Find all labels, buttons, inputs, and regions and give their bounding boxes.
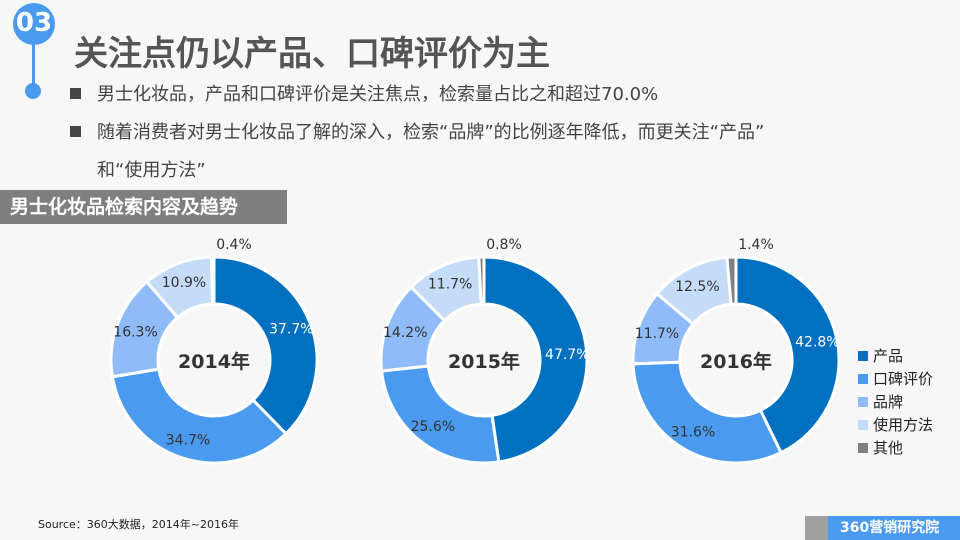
donut-segment-产品 xyxy=(212,255,319,436)
legend-label: 其他 xyxy=(873,439,904,457)
legend-swatch xyxy=(858,373,868,384)
source-note: Source：360大数据，2014年~2016年 xyxy=(38,518,239,531)
donut-segment-口碑评价 xyxy=(379,364,501,465)
legend-item: 品牌 xyxy=(858,390,933,413)
legend-swatch xyxy=(858,419,868,430)
donut-segment-口碑评价 xyxy=(110,367,289,465)
section-number-badge: 03 xyxy=(13,3,55,45)
bullet-text: 和“使用方法” xyxy=(97,160,206,181)
legend-swatch xyxy=(858,350,868,361)
bullet-square-icon xyxy=(70,88,81,99)
data-label: 14.2% xyxy=(383,325,427,341)
legend-item: 其他 xyxy=(858,436,933,459)
data-label: 37.7% xyxy=(269,322,313,338)
data-label: 0.8% xyxy=(486,237,522,253)
legend-label: 使用方法 xyxy=(873,416,934,434)
bullet-square-icon xyxy=(70,126,81,137)
legend: 产品口碑评价品牌使用方法其他 xyxy=(858,344,933,459)
section-title: 男士化妆品检索内容及趋势 xyxy=(0,190,287,224)
legend-swatch xyxy=(858,442,868,453)
donut-segment-产品 xyxy=(482,255,589,464)
data-label: 34.7% xyxy=(166,432,210,448)
donut-segment-产品 xyxy=(734,255,841,455)
legend-label: 产品 xyxy=(873,347,904,365)
year-label: 2014年 xyxy=(178,350,250,373)
bullet-text: 男士化妆品，产品和口碑评价是关注焦点，检索量占比之和超过70.0% xyxy=(97,84,659,105)
data-label: 31.6% xyxy=(671,425,715,441)
legend-label: 品牌 xyxy=(873,393,904,411)
legend-item: 口碑评价 xyxy=(858,367,933,390)
donut-segment-口碑评价 xyxy=(631,360,784,465)
data-label: 12.5% xyxy=(675,279,719,295)
page-title: 关注点仍以产品、口碑评价为主 xyxy=(74,34,550,74)
legend-swatch xyxy=(858,396,868,407)
data-label: 16.3% xyxy=(113,324,157,340)
data-label: 11.7% xyxy=(428,277,472,293)
donut-segment-其他 xyxy=(477,255,486,306)
year-label: 2015年 xyxy=(448,350,520,373)
data-label: 47.7% xyxy=(545,347,589,363)
data-label: 11.7% xyxy=(635,326,679,342)
logo: 360营销研究院 xyxy=(805,516,960,540)
donut-segment-其他 xyxy=(209,255,216,306)
pin-dot xyxy=(25,83,41,99)
legend-item: 使用方法 xyxy=(858,413,933,436)
bullet-1: 男士化妆品，产品和口碑评价是关注焦点，检索量占比之和超过70.0% xyxy=(70,78,658,112)
legend-item: 产品 xyxy=(858,344,933,367)
pin-line xyxy=(32,40,35,88)
bullet-2-cont: 和“使用方法” xyxy=(97,154,206,188)
data-label: 1.4% xyxy=(738,237,774,253)
data-label: 25.6% xyxy=(411,419,455,435)
data-label: 42.8% xyxy=(795,334,839,350)
data-label: 0.4% xyxy=(216,237,252,253)
donut-segment-其他 xyxy=(725,255,738,306)
year-label: 2016年 xyxy=(700,350,772,373)
legend-label: 口碑评价 xyxy=(873,370,934,388)
bullet-2: 随着消费者对男士化妆品了解的深入，检索“品牌”的比例逐年降低，而更关注“产品” xyxy=(70,116,764,150)
data-label: 10.9% xyxy=(162,275,206,291)
bullet-text: 随着消费者对男士化妆品了解的深入，检索“品牌”的比例逐年降低，而更关注“产品” xyxy=(97,122,765,143)
